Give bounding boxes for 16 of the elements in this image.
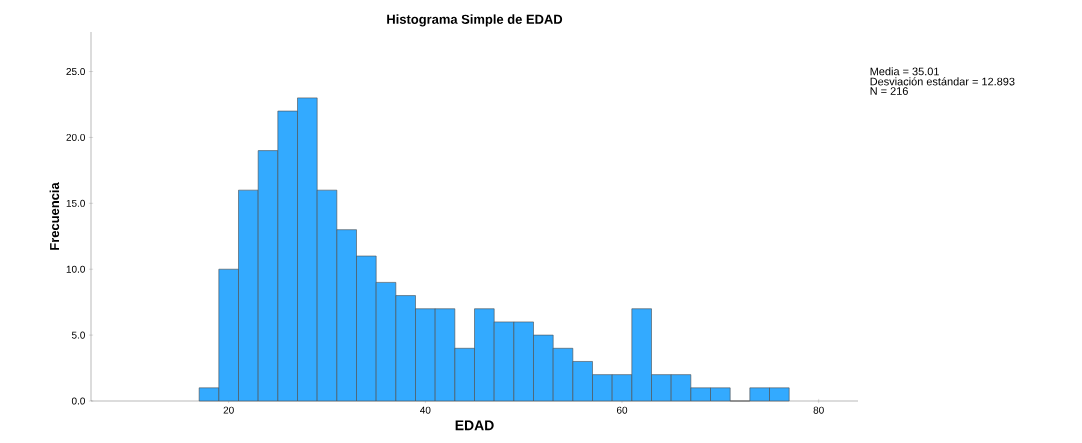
y-axis-title: Frecuencia [49, 182, 60, 250]
y-tick-label: 10.0 [66, 265, 85, 273]
y-tick-label: 0.0 [71, 397, 85, 405]
y-tick-label: 25.0 [66, 68, 85, 76]
y-tick-label: 15.0 [66, 199, 85, 207]
text: Media = 35.01 [870, 67, 939, 76]
text: N = 216 [870, 87, 908, 95]
y-tick-label: 20.0 [66, 133, 85, 141]
x-tick-label: 20 [223, 406, 234, 414]
x-tick-label: 60 [616, 406, 628, 414]
x-axis-title: EDAD [455, 420, 494, 431]
text: Desviación estándar = 12.893 [870, 77, 1015, 86]
chart-title: Histograma Simple de EDAD [387, 14, 563, 27]
x-tick-label: 80 [813, 406, 824, 414]
x-tick-label: 40 [420, 406, 431, 414]
y-tick-label: 5.0 [71, 331, 85, 339]
